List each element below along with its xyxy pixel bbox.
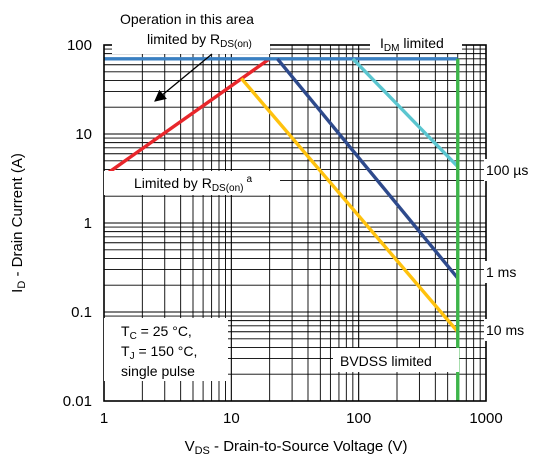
series-line-rdson: [104, 57, 271, 178]
y-tick-label: 0.1: [71, 304, 92, 321]
x-tick-label: 100: [346, 410, 371, 427]
y-tick-label: 0.01: [63, 393, 92, 410]
condition-tc: TC = 25 °C,: [121, 323, 192, 342]
idm-limited-label: IDM limited: [380, 35, 444, 54]
curve-label-1ms: 1 ms: [486, 264, 516, 280]
tick-labels: 1 10 100 1000 100 10 1 0.1 0.01: [63, 37, 503, 427]
y-tick-label: 10: [75, 126, 92, 143]
plot-frame: [103, 44, 487, 402]
curve-label-10ms: 10 ms: [486, 322, 524, 338]
y-tick-label: 1: [84, 215, 92, 232]
condition-pulse: single pulse: [121, 363, 195, 379]
y-axis-title: ID - Drain Current (A): [9, 153, 28, 293]
series-line-1ms: [276, 57, 460, 280]
condition-tj: TJ = 150 °C,: [121, 343, 197, 362]
operation-area-label-line2: limited by RDS(on): [147, 31, 252, 50]
x-tick-label: 10: [223, 410, 240, 427]
series-line-dc: [240, 77, 460, 333]
annotation-boxes: [104, 8, 532, 381]
operation-area-label-line1: Operation in this area: [120, 11, 254, 27]
y-tick-label: 100: [67, 37, 92, 54]
series-lines: [104, 57, 460, 401]
rdson-limited-label: Limited by RDS(on)a: [134, 174, 253, 194]
x-tick-label: 1000: [469, 410, 502, 427]
operation-area-arrow: [154, 53, 213, 102]
x-tick-label: 1: [100, 410, 108, 427]
curve-label-100us: 100 µs: [486, 162, 528, 178]
series-line-100us: [351, 57, 459, 168]
x-axis-title: VDS - Drain-to-Source Voltage (V): [185, 438, 408, 457]
bvdss-limited-label: BVDSS limited: [340, 353, 432, 369]
